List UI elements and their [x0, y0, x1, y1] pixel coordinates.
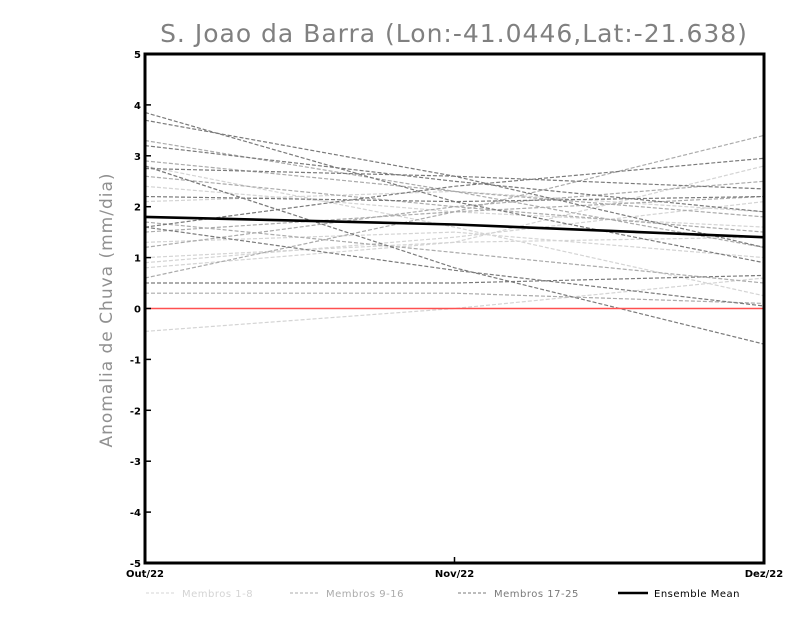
plot-lines — [144, 111, 765, 345]
y-tick-label: -3 — [130, 457, 141, 468]
x-tick-label: Dez/22 — [745, 569, 784, 580]
member-line-m22 — [145, 274, 765, 284]
y-tick-label: -1 — [130, 355, 141, 366]
x-tick-label: Nov/22 — [435, 569, 474, 580]
y-tick-label: 1 — [134, 254, 141, 265]
member-line-m02 — [144, 236, 765, 259]
member-line-m01 — [144, 185, 765, 228]
member-line-m14 — [144, 134, 765, 279]
member-line-m04 — [144, 277, 765, 332]
ensemble-mean-line — [144, 215, 765, 239]
member-line-m12 — [144, 180, 765, 248]
member-line-m20 — [144, 157, 765, 228]
y-tick-label: 4 — [134, 101, 141, 112]
y-tick-label: 2 — [134, 203, 141, 214]
legend-label: Membros 17-25 — [494, 589, 579, 600]
y-tick-label: 3 — [134, 152, 141, 163]
y-axis-label: Anomalia de Chuva (mm/dia) — [97, 172, 117, 447]
member-line-m23 — [144, 145, 765, 213]
member-line-m19 — [144, 165, 765, 345]
y-tick-label: 5 — [134, 50, 141, 61]
y-tick-label: -2 — [130, 406, 141, 417]
y-tick-label: -5 — [130, 559, 141, 570]
y-tick-label: 0 — [134, 305, 141, 316]
x-tick-label: Out/22 — [126, 569, 164, 580]
legend-item: Membros 17-25 — [458, 589, 579, 600]
chart-title: S. Joao da Barra (Lon:-41.0446,Lat:-21.6… — [160, 19, 748, 48]
member-line-m10 — [144, 221, 765, 284]
legend: Membros 1-8 Membros 9-16 Membros 17-25 Ense… — [146, 589, 740, 600]
axis-ticks: -5 -4 -3 -2 -1 0 1 2 3 4 5 Out/22 Nov/22 Dez/22 — [126, 50, 783, 580]
member-line-m21 — [144, 195, 765, 203]
member-line-m24 — [144, 226, 765, 307]
legend-label: Membros 1-8 — [182, 589, 253, 600]
member-line-m25 — [144, 167, 765, 190]
legend-label: Membros 9-16 — [326, 589, 404, 600]
legend-item: Membros 1-8 — [146, 589, 253, 600]
member-line-m06 — [144, 231, 765, 259]
y-tick-label: -4 — [130, 508, 141, 519]
legend-item: Membros 9-16 — [290, 589, 404, 600]
member-line-m07 — [144, 201, 765, 264]
legend-label: Ensemble Mean — [654, 589, 740, 600]
member-line-m11 — [145, 292, 765, 304]
member-line-m15 — [144, 175, 765, 233]
legend-item: Ensemble Mean — [618, 589, 740, 600]
member-line-m03 — [144, 165, 765, 269]
